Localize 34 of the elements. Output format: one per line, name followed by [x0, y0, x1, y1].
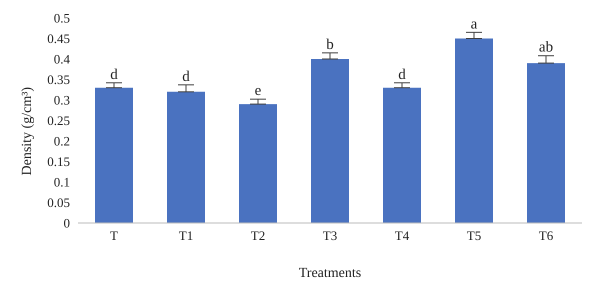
y-tick-label: 0.25: [47, 113, 70, 128]
x-tick-label: T6: [538, 228, 554, 244]
y-tick-label: 0.45: [47, 31, 70, 46]
bar: [527, 63, 565, 223]
x-tick-label: T5: [466, 228, 482, 244]
y-tick-label: 0.2: [54, 134, 70, 149]
annotation: ab: [538, 40, 554, 56]
annotation: d: [110, 66, 118, 83]
annotation: d: [398, 66, 406, 83]
x-tick-label: T: [110, 228, 118, 244]
y-tick-label: 0.05: [47, 195, 70, 210]
y-tick-label: 0.35: [47, 72, 70, 88]
y-tick-label: 0.1: [54, 174, 70, 190]
bar: [167, 92, 205, 223]
bar: [95, 88, 133, 223]
annotation: a: [470, 16, 478, 32]
bar: [311, 59, 349, 223]
x-tick-label: T2: [250, 228, 266, 244]
x-axis-title: Treatments: [298, 266, 362, 281]
y-tick-label: 0.4: [54, 52, 70, 67]
bar: [383, 88, 421, 223]
annotation: d: [182, 68, 190, 85]
y-tick-label: 0.15: [47, 154, 70, 170]
bar: [455, 38, 493, 223]
x-tick-label: T3: [322, 228, 338, 244]
y-tick-label: 0.3: [54, 92, 70, 108]
y-tick-label: 0: [64, 216, 70, 231]
annotation: e: [254, 83, 262, 100]
y-tick-label: 0.5: [54, 10, 70, 26]
x-tick-label: T4: [394, 228, 410, 244]
bar: [239, 104, 277, 223]
annotation: b: [326, 36, 334, 53]
y-axis-title: Density (g/cm³): [20, 86, 35, 176]
x-tick-label: T1: [178, 228, 194, 244]
